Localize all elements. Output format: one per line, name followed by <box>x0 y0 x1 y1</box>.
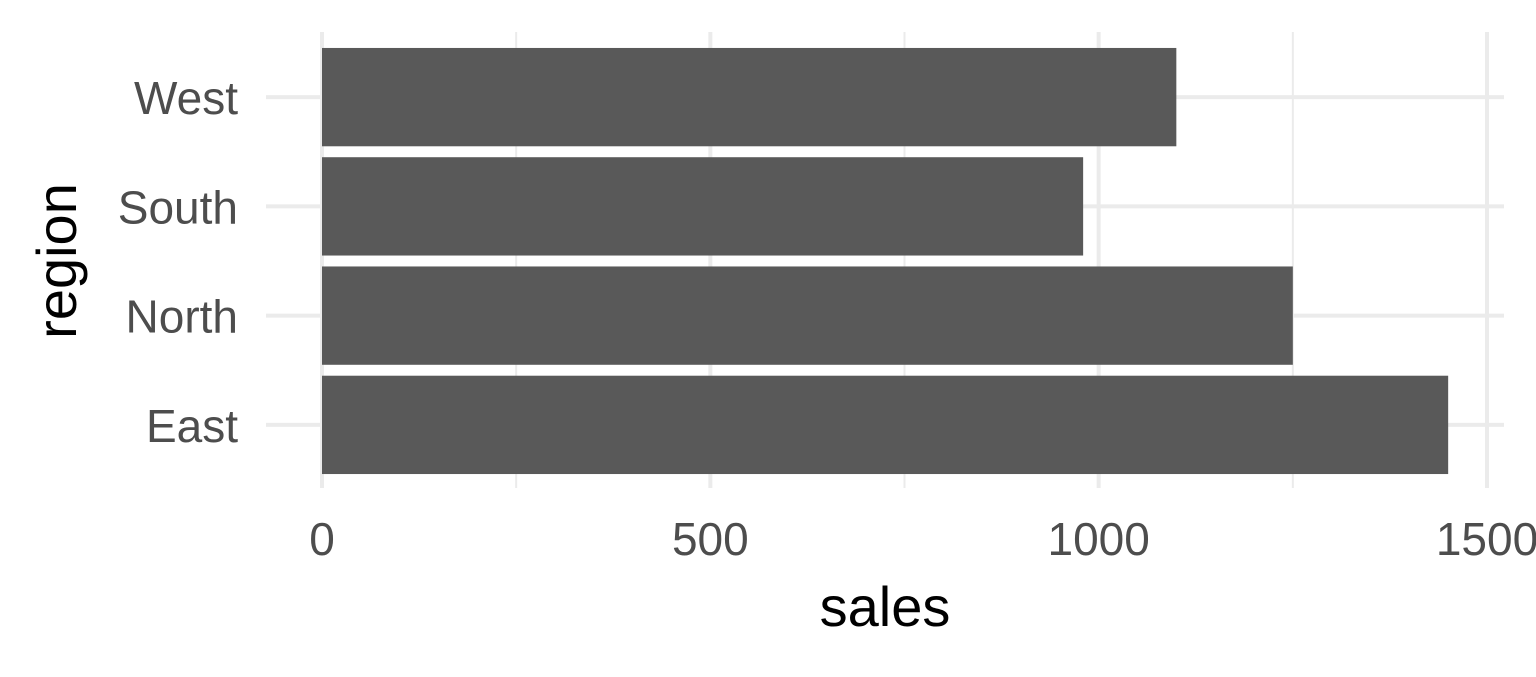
y-axis-title: region <box>25 183 88 339</box>
y-tick-labels: East North South West <box>118 72 238 452</box>
x-tick-label: 1000 <box>1047 513 1149 565</box>
y-tick-label: West <box>134 72 238 124</box>
x-axis-title: sales <box>820 575 951 638</box>
x-tick-label: 500 <box>672 513 749 565</box>
y-tick-label: South <box>118 181 238 233</box>
bar-south <box>322 157 1084 256</box>
y-tick-label: North <box>126 291 238 343</box>
bars <box>322 47 1449 475</box>
bar-north <box>322 266 1293 365</box>
y-tick-label: East <box>146 400 238 452</box>
bar-west <box>322 47 1177 147</box>
x-tick-label: 1500 <box>1436 513 1536 565</box>
bar-east <box>322 375 1449 475</box>
x-tick-labels: 0 500 1000 1500 <box>309 513 1536 565</box>
x-tick-label: 0 <box>309 513 335 565</box>
